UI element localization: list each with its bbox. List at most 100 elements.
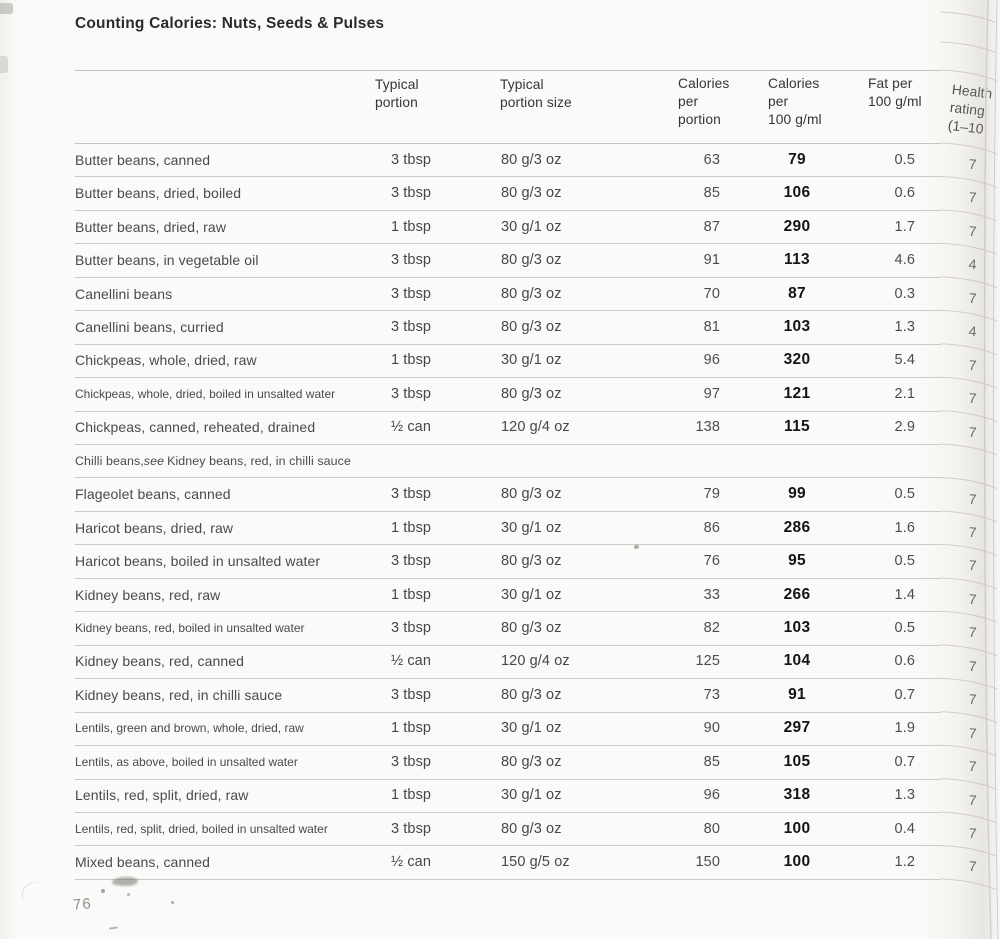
table-row: Canellini beans 3 tbsp 80 g/3 oz 70 87 0.3 7 (75, 277, 977, 312)
food-name-cell: Canellini beans, curried (75, 318, 224, 335)
food-name-cell: Haricot beans, dried, raw (75, 519, 234, 536)
fat-per-100-cell: 0.5 (894, 151, 915, 168)
health-rating-cell: 7 (968, 155, 978, 172)
health-rating-cell: 7 (968, 857, 978, 875)
calories-per-100-cell: 290 (783, 217, 811, 235)
calories-per-100-cell: 106 (783, 184, 811, 202)
fat-per-100-cell: 1.3 (894, 787, 915, 804)
calories-per-100-cell: 91 (788, 685, 806, 703)
table-row: Butter beans, in vegetable oil 3 tbsp 80 g… (75, 243, 977, 278)
scan-artifact (0, 56, 8, 73)
cross-reference-note: Chilli beans, see Kidney beans, red, in c… (75, 453, 351, 468)
food-name-cell: Lentils, red, split, dried, boiled in un… (75, 821, 328, 836)
portion-size-cell: 150 g/5 oz (501, 854, 570, 871)
typical-portion-cell: ½ can (391, 653, 431, 670)
table-row: Flageolet beans, canned 3 tbsp 80 g/3 oz 79… (75, 478, 977, 512)
calories-per-100-cell: 103 (783, 619, 811, 637)
table-row: Kidney beans, red, boiled in unsalted wa… (75, 611, 977, 646)
portion-size-cell: 30 g/1 oz (501, 787, 562, 804)
table-row: Lentils, green and brown, whole, dried, … (75, 712, 977, 747)
column-header-fat-per-100: Fat per 100 g/ml (868, 76, 922, 109)
table-top-rule (75, 70, 941, 71)
food-name-cell: Butter beans, in vegetable oil (75, 252, 259, 269)
health-rating-cell: 7 (968, 690, 978, 708)
health-rating-cell: 7 (968, 356, 978, 373)
typical-portion-cell: 3 tbsp (391, 252, 432, 269)
typical-portion-cell: 3 tbsp (391, 318, 432, 335)
calories-per-portion-cell: 86 (703, 519, 720, 536)
portion-size-cell: 80 g/3 oz (501, 753, 562, 770)
typical-portion-cell: 3 tbsp (391, 620, 432, 637)
calories-per-portion-cell: 85 (703, 185, 720, 202)
health-rating-cell: 7 (968, 188, 978, 206)
portion-size-cell: 120 g/4 oz (501, 653, 570, 670)
health-rating-cell: 7 (968, 389, 978, 407)
fat-per-100-cell: 1.6 (894, 519, 915, 536)
portion-size-cell: 80 g/3 oz (501, 285, 562, 302)
page-number: 76 (72, 895, 93, 914)
food-name-cell: Kidney beans, red, boiled in unsalted wa… (75, 621, 305, 636)
fat-per-100-cell: 0.6 (894, 653, 915, 670)
food-name-cell: Flageolet beans, canned (75, 486, 231, 503)
calories-per-100-cell: 297 (783, 719, 811, 737)
food-name-cell: Mixed beans, canned (75, 854, 210, 871)
calories-per-portion-cell: 79 (703, 486, 720, 503)
left-edge-shading (0, 0, 18, 939)
health-rating-cell: 7 (968, 289, 978, 306)
table-row: Chickpeas, canned, reheated, drained ½ ca… (75, 411, 977, 446)
calories-per-100-cell: 87 (788, 284, 806, 302)
calories-per-100-cell: 103 (783, 317, 811, 335)
table-row: Lentils, red, split, dried, raw 1 tbsp 30 … (75, 779, 977, 813)
page-title: Counting Calories: Nuts, Seeds & Pulses (75, 15, 385, 32)
typical-portion-cell: 3 tbsp (391, 385, 432, 402)
calories-per-portion-cell: 91 (703, 252, 720, 269)
table-row: Chickpeas, whole, dried, raw 1 tbsp 30 g/1… (75, 344, 977, 379)
scan-artifact (101, 889, 105, 893)
table-row: Canellini beans, curried 3 tbsp 80 g/3 oz 8… (75, 310, 977, 345)
column-header-calories-per-100: Calories per 100 g/ml (768, 76, 822, 127)
calories-per-portion-cell: 63 (703, 151, 720, 168)
typical-portion-cell: 1 tbsp (391, 218, 432, 235)
health-rating-cell: 7 (968, 623, 978, 641)
fat-per-100-cell: 0.5 (894, 620, 915, 637)
portion-size-cell: 80 g/3 oz (501, 620, 562, 637)
calories-per-100-cell: 100 (783, 819, 811, 837)
food-name-cell: Butter beans, dried, raw (75, 218, 227, 235)
health-rating-cell: 4 (968, 255, 978, 273)
table-row: Lentils, red, split, dried, boiled in un… (75, 812, 977, 847)
portion-size-cell: 30 g/1 oz (501, 352, 562, 369)
calories-per-100-cell: 113 (784, 251, 810, 269)
food-name-cell: Kidney beans, red, canned (75, 653, 245, 670)
health-rating-cell: 7 (968, 757, 978, 775)
table-row: Lentils, as above, boiled in unsalted wa… (75, 745, 977, 780)
health-rating-cell: 7 (968, 657, 978, 674)
portion-size-cell: 80 g/3 oz (501, 486, 562, 503)
health-rating-cell: 7 (968, 523, 978, 540)
food-name-cell: Kidney beans, red, raw (75, 586, 221, 603)
scan-artifact (127, 893, 130, 896)
calories-per-100-cell: 266 (783, 585, 811, 603)
fat-per-100-cell: 4.6 (894, 252, 915, 269)
fat-per-100-cell: 1.4 (894, 586, 915, 603)
food-name-cell: Lentils, green and brown, whole, dried, … (75, 721, 304, 736)
portion-size-cell: 30 g/1 oz (501, 519, 562, 536)
food-name-cell: Lentils, red, split, dried, raw (75, 787, 249, 804)
health-rating-cell: 7 (968, 724, 978, 741)
health-rating-cell: 7 (968, 556, 978, 574)
scan-artifact (171, 901, 174, 904)
calories-per-portion-cell: 81 (703, 318, 720, 335)
fat-per-100-cell: 2.9 (894, 419, 915, 436)
column-header-calories-per-portion: Calories per portion (678, 76, 730, 127)
portion-size-cell: 80 g/3 oz (501, 385, 562, 402)
health-rating-cell: 7 (968, 222, 978, 239)
food-name-cell: Haricot beans, boiled in unsalted water (75, 553, 321, 570)
portion-size-cell: 80 g/3 oz (501, 151, 562, 168)
food-name-cell: Kidney beans, red, in chilli sauce (75, 686, 283, 703)
fat-per-100-cell: 0.5 (894, 553, 915, 570)
food-name-cell: Chickpeas, whole, dried, boiled in unsal… (75, 386, 336, 401)
portion-size-cell: 120 g/4 oz (501, 419, 570, 436)
typical-portion-cell: 3 tbsp (391, 553, 432, 570)
typical-portion-cell: 1 tbsp (391, 586, 432, 603)
calories-per-portion-cell: 33 (703, 586, 720, 603)
